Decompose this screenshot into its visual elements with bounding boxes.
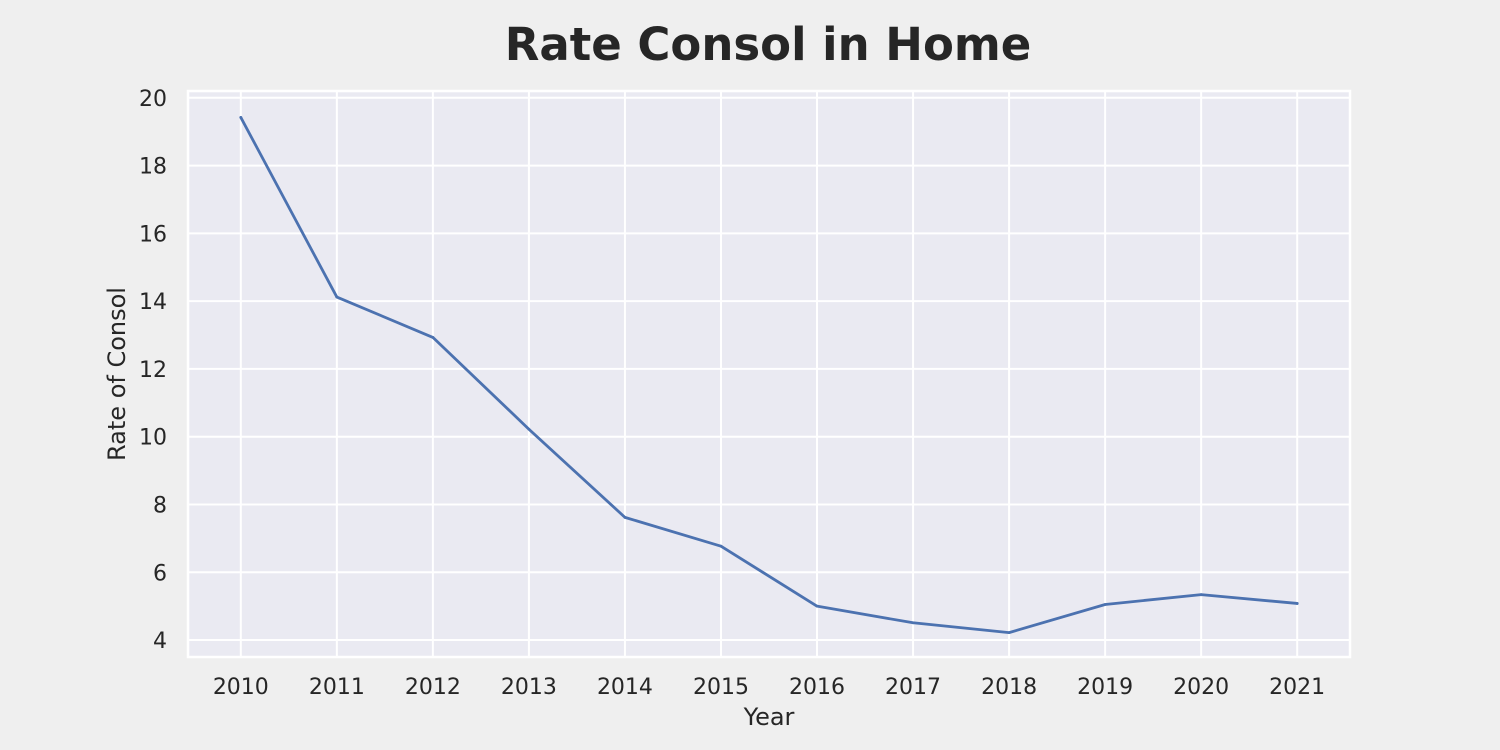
y-tick-label: 12 xyxy=(139,358,167,383)
data-point xyxy=(719,544,723,548)
y-tick-label: 18 xyxy=(139,155,167,180)
x-tick-label: 2014 xyxy=(597,675,653,700)
data-point xyxy=(911,621,915,625)
x-tick-label: 2010 xyxy=(213,675,269,700)
x-tick-label: 2018 xyxy=(981,675,1037,700)
x-tick-label: 2012 xyxy=(405,675,461,700)
data-point xyxy=(1007,631,1011,634)
series-line xyxy=(239,116,1299,634)
y-tick-label: 8 xyxy=(153,493,167,518)
y-tick-label: 14 xyxy=(139,290,167,315)
y-tick-label: 10 xyxy=(139,426,167,451)
plot-area xyxy=(186,89,1352,659)
x-tick-label: 2021 xyxy=(1269,675,1325,700)
x-tick-label: 2020 xyxy=(1173,675,1229,700)
x-tick-label: 2013 xyxy=(501,675,557,700)
x-tick-label: 2016 xyxy=(789,675,845,700)
y-tick-label: 4 xyxy=(153,629,167,654)
data-point xyxy=(1295,602,1299,605)
data-point xyxy=(623,515,627,519)
chart-title: Rate Consol in Home xyxy=(505,18,1032,71)
data-point xyxy=(335,295,339,299)
grid-lines xyxy=(188,91,1350,657)
y-tick-label: 16 xyxy=(139,222,167,247)
data-point xyxy=(527,427,531,431)
y-tick-label: 6 xyxy=(153,561,167,586)
x-tick-label: 2015 xyxy=(693,675,749,700)
data-point xyxy=(1199,593,1203,597)
x-axis-label: Year xyxy=(743,703,795,731)
y-axis-label: Rate of Consol xyxy=(103,287,131,461)
series-layer xyxy=(239,116,1299,634)
y-tick-label: 20 xyxy=(139,87,167,112)
data-point xyxy=(431,335,435,339)
data-point xyxy=(815,604,819,608)
data-point xyxy=(1103,603,1107,606)
x-tick-label: 2017 xyxy=(885,675,941,700)
data-point xyxy=(239,116,243,119)
tick-labels: 2010 2011 2012 2013 2014 2015 2016 2017 2018 2019… xyxy=(139,87,1325,700)
x-tick-label: 2019 xyxy=(1077,675,1133,700)
x-tick-label: 2011 xyxy=(309,675,365,700)
